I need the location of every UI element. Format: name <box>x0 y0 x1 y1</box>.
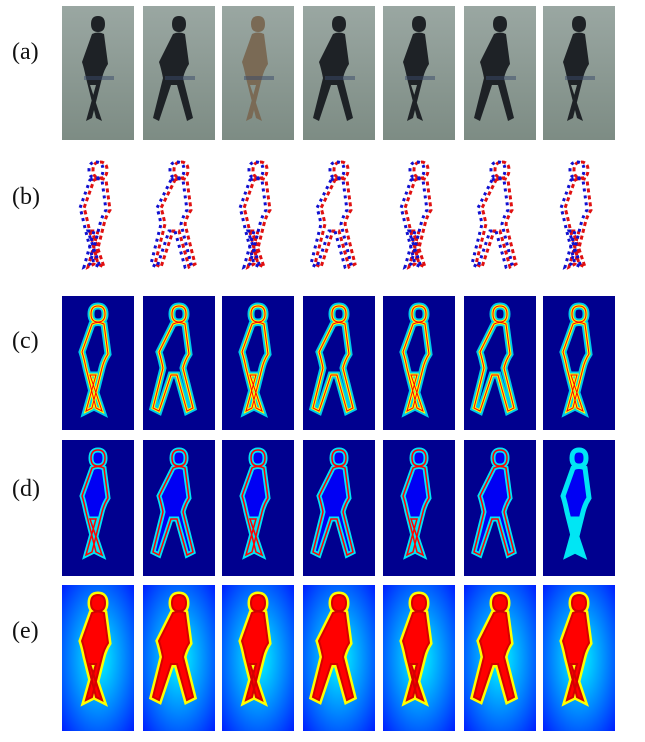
saliency-heatmap-panel <box>222 440 294 576</box>
row-label: (d) <box>12 476 40 502</box>
photo-image <box>464 6 536 140</box>
photo-panel <box>464 6 536 140</box>
motion-panel <box>62 152 134 284</box>
body-heatmap-image <box>222 585 294 731</box>
edge-heatmap-image <box>543 296 615 430</box>
body-heatmap-image <box>383 585 455 731</box>
edge-heatmap-image <box>143 296 215 430</box>
photo-panel <box>222 6 294 140</box>
saliency-heatmap-panel <box>303 440 375 576</box>
saliency-heatmap-panel <box>464 440 536 576</box>
body-heatmap-panel <box>543 585 615 731</box>
figure-row-b: (b) <box>0 152 645 284</box>
motion-panel <box>143 152 215 284</box>
edge-heatmap-panel <box>303 296 375 430</box>
motion-image <box>62 152 134 284</box>
edge-heatmap-panel <box>543 296 615 430</box>
body-heatmap-image <box>303 585 375 731</box>
body-heatmap-image <box>464 585 536 731</box>
saliency-heatmap-panel <box>62 440 134 576</box>
motion-panel <box>543 152 615 284</box>
saliency-heatmap-panel <box>543 440 615 576</box>
body-heatmap-image <box>543 585 615 731</box>
edge-heatmap-image <box>383 296 455 430</box>
body-heatmap-panel <box>464 585 536 731</box>
motion-image <box>383 152 455 284</box>
edge-heatmap-image <box>62 296 134 430</box>
motion-panel <box>383 152 455 284</box>
edge-heatmap-panel <box>383 296 455 430</box>
figure-row-a: (a) <box>0 6 645 140</box>
edge-heatmap-panel <box>143 296 215 430</box>
motion-image <box>464 152 536 284</box>
photo-image <box>222 6 294 140</box>
figure-row-c: (c) <box>0 296 645 430</box>
body-heatmap-image <box>143 585 215 731</box>
photo-image <box>62 6 134 140</box>
photo-image <box>383 6 455 140</box>
body-heatmap-panel <box>303 585 375 731</box>
motion-panel <box>464 152 536 284</box>
saliency-heatmap-image <box>143 440 215 576</box>
row-label: (c) <box>12 328 39 354</box>
saliency-heatmap-image <box>303 440 375 576</box>
edge-heatmap-panel <box>464 296 536 430</box>
motion-panel <box>303 152 375 284</box>
photo-image <box>143 6 215 140</box>
body-heatmap-panel <box>62 585 134 731</box>
saliency-heatmap-image <box>62 440 134 576</box>
saliency-heatmap-panel <box>383 440 455 576</box>
body-heatmap-panel <box>383 585 455 731</box>
edge-heatmap-image <box>464 296 536 430</box>
saliency-heatmap-panel <box>143 440 215 576</box>
saliency-heatmap-image <box>222 440 294 576</box>
motion-image <box>222 152 294 284</box>
photo-panel <box>62 6 134 140</box>
photo-panel <box>543 6 615 140</box>
photo-image <box>543 6 615 140</box>
edge-heatmap-image <box>222 296 294 430</box>
row-label: (a) <box>12 39 39 65</box>
body-heatmap-image <box>62 585 134 731</box>
figure-row-e: (e) <box>0 585 645 731</box>
photo-panel <box>303 6 375 140</box>
motion-image <box>543 152 615 284</box>
saliency-heatmap-image <box>464 440 536 576</box>
figure-row-d: (d) <box>0 440 645 576</box>
photo-image <box>303 6 375 140</box>
saliency-heatmap-image <box>543 440 615 576</box>
edge-heatmap-panel <box>222 296 294 430</box>
body-heatmap-panel <box>222 585 294 731</box>
motion-image <box>303 152 375 284</box>
row-label: (e) <box>12 618 39 644</box>
photo-panel <box>143 6 215 140</box>
photo-panel <box>383 6 455 140</box>
edge-heatmap-panel <box>62 296 134 430</box>
row-label: (b) <box>12 184 40 210</box>
edge-heatmap-image <box>303 296 375 430</box>
motion-image <box>143 152 215 284</box>
saliency-heatmap-image <box>383 440 455 576</box>
motion-panel <box>222 152 294 284</box>
body-heatmap-panel <box>143 585 215 731</box>
